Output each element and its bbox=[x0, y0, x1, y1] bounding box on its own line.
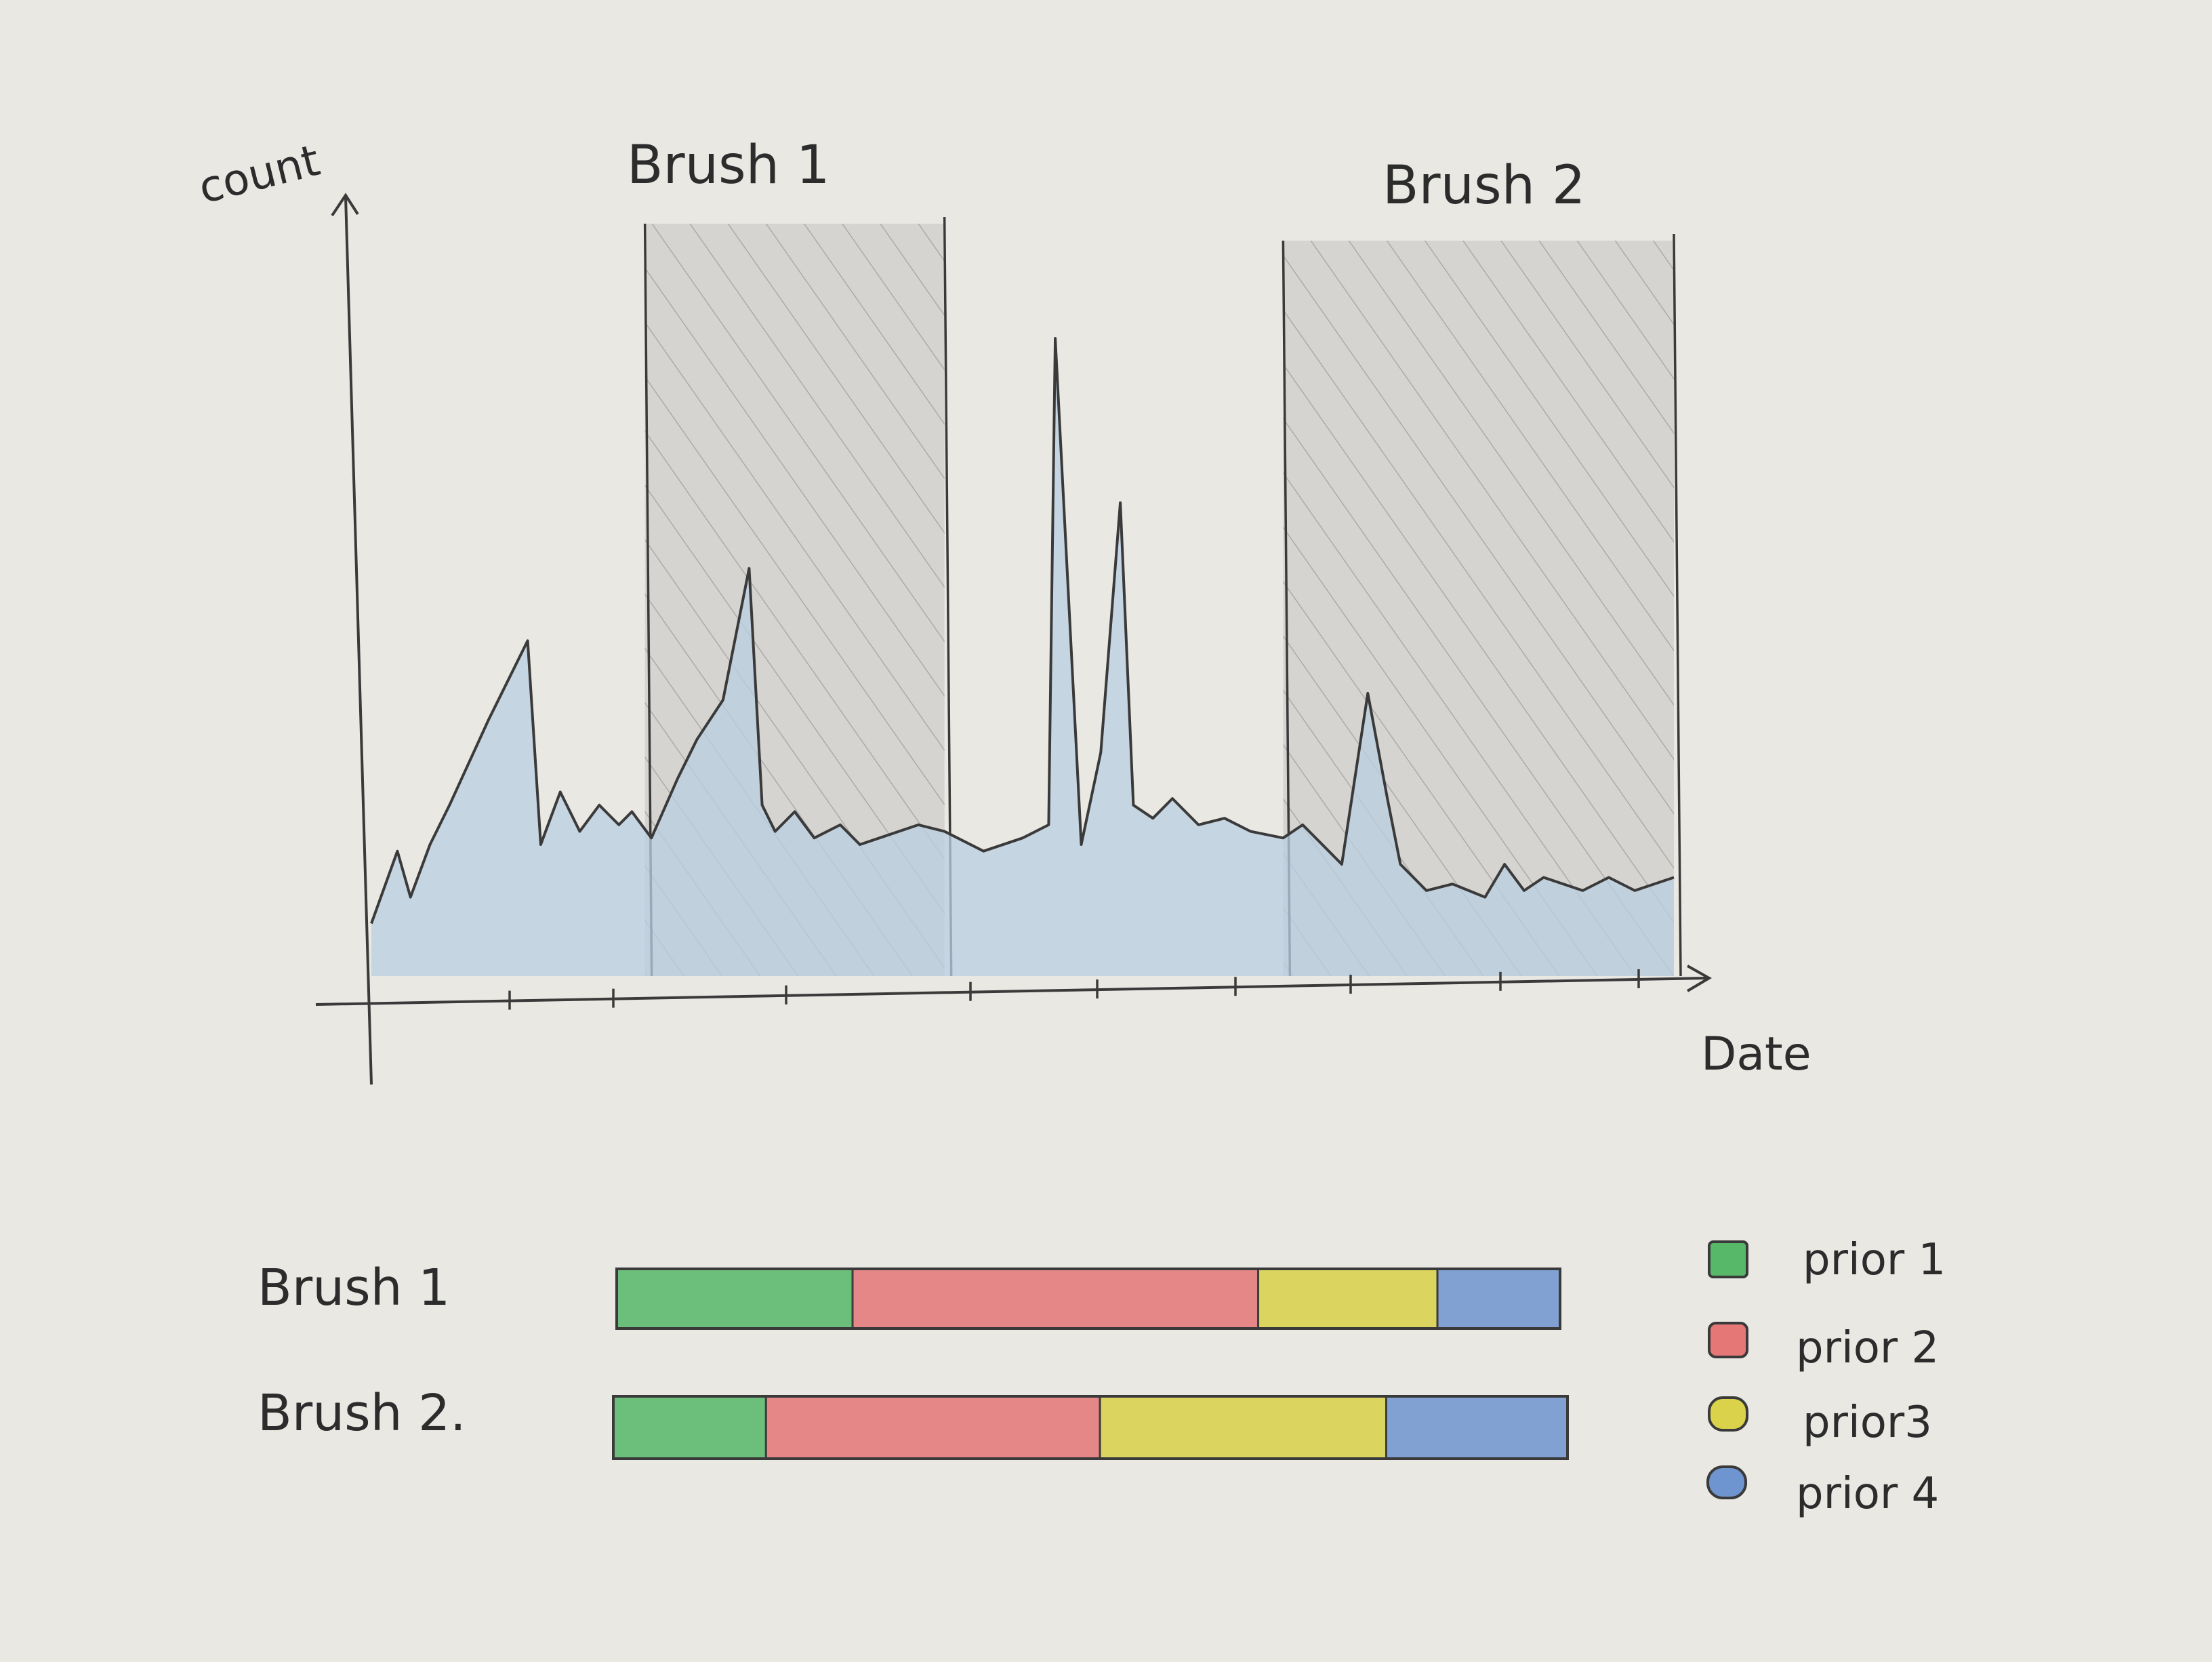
bar-2-segment-prior-2[interactable] bbox=[764, 1395, 1101, 1460]
brush-regions bbox=[643, 216, 1682, 977]
bar-2-segment-prior-1[interactable] bbox=[612, 1395, 767, 1460]
legend-prior-4-label: prior 4 bbox=[1796, 1469, 1939, 1519]
legend-prior-3-swatch bbox=[1708, 1396, 1748, 1432]
axes bbox=[315, 192, 1712, 1085]
legend-prior-3-label: prior3 bbox=[1803, 1398, 1932, 1448]
bar-1-outline bbox=[615, 1268, 1561, 1330]
legend-prior-2-swatch bbox=[1708, 1322, 1748, 1358]
bar-2-outline bbox=[612, 1395, 1569, 1460]
y-axis-arrowhead bbox=[331, 192, 359, 217]
y-axis-label: count bbox=[194, 136, 325, 214]
legend-prior-2-label: prior 2 bbox=[1796, 1323, 1939, 1373]
bar-1-segment-prior-1[interactable] bbox=[615, 1268, 854, 1330]
x-axis-arrowhead bbox=[1686, 965, 1712, 992]
bar-2-segment-prior-3[interactable] bbox=[1099, 1395, 1387, 1460]
x-axis bbox=[315, 977, 1708, 1006]
x-axis-ticks bbox=[508, 969, 1640, 1010]
bar-1-label: Brush 1 bbox=[258, 1259, 450, 1317]
brush-distribution-bars: Brush 1 Brush 2. bbox=[258, 1259, 1569, 1460]
bar-2[interactable] bbox=[612, 1395, 1569, 1460]
legend: prior 1 prior 2 prior3 prior 4 bbox=[1706, 1235, 1946, 1519]
brush-2-label: Brush 2 bbox=[1382, 155, 1586, 216]
legend-prior-4-swatch bbox=[1706, 1465, 1747, 1499]
bar-2-segment-prior-4[interactable] bbox=[1385, 1395, 1569, 1460]
x-axis-label: Date bbox=[1701, 1028, 1811, 1081]
y-axis bbox=[344, 196, 373, 1085]
bar-1-segment-prior-2[interactable] bbox=[851, 1268, 1260, 1330]
bar-1[interactable] bbox=[615, 1268, 1561, 1330]
legend-prior-1-swatch bbox=[1708, 1240, 1748, 1278]
brush-1-label: Brush 1 bbox=[627, 135, 830, 196]
count-line bbox=[370, 337, 1675, 925]
brush-2-right-handle[interactable] bbox=[1673, 233, 1682, 977]
legend-prior-1-label: prior 1 bbox=[1803, 1235, 1946, 1285]
bar-2-label: Brush 2. bbox=[258, 1384, 466, 1442]
bar-1-segment-prior-4[interactable] bbox=[1436, 1268, 1561, 1330]
bar-1-segment-prior-3[interactable] bbox=[1257, 1268, 1439, 1330]
count-area-fill bbox=[371, 338, 1674, 977]
